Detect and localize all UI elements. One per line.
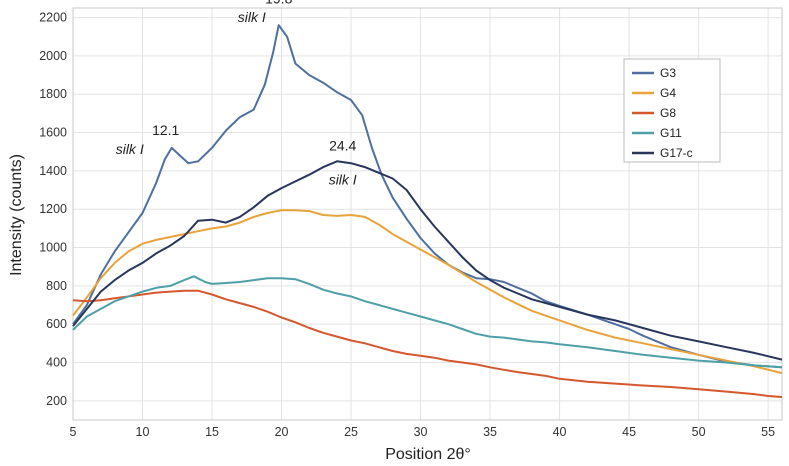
x-tick-label: 15: [205, 425, 219, 439]
plot-frame: [72, 7, 783, 421]
y-tick-label: 800: [46, 279, 67, 293]
x-tick-label: 40: [553, 425, 567, 439]
y-tick-label: 1800: [39, 87, 67, 101]
legend-box: [623, 58, 721, 163]
y-tick-label: 2200: [39, 11, 67, 25]
peak-annotations: 19.8 silk I 12.1 silk I 24.4 silk I: [116, 0, 357, 187]
legend-label: G8: [660, 106, 676, 120]
legend-label: G3: [660, 66, 676, 80]
x-tick-label: 50: [692, 425, 706, 439]
peak-value-label: 24.4: [329, 137, 356, 153]
y-tick-label: 2000: [39, 49, 67, 63]
y-tick-label: 1600: [39, 126, 67, 140]
x-tick-label: 10: [136, 425, 150, 439]
legend-label: G17-c: [660, 146, 693, 160]
y-tick-label: 1400: [39, 164, 67, 178]
x-tick-label: 30: [414, 425, 428, 439]
peak-value-label: 12.1: [152, 122, 179, 138]
peak-value-label: 19.8: [265, 0, 292, 6]
series-line-g11: [72, 275, 783, 369]
peak-phase-label: silk I: [329, 171, 357, 187]
series-line-g17-c: [72, 160, 783, 361]
x-tick-label: 20: [275, 425, 289, 439]
y-tick-label: 1200: [39, 202, 67, 216]
series-lines: [72, 24, 783, 398]
x-tick-label: 35: [483, 425, 497, 439]
x-axis-title: Position 2θ°: [385, 446, 471, 463]
x-tick-label: 25: [344, 425, 358, 439]
y-tick-label: 200: [46, 394, 67, 408]
series-line-g8: [72, 289, 783, 398]
y-tick-label: 1000: [39, 241, 67, 255]
series-line-g4: [72, 209, 783, 375]
y-axis-title: Intensity (counts): [8, 154, 25, 276]
series-line-g3: [72, 24, 783, 369]
x-tick-label: 5: [70, 425, 77, 439]
axes: 5 10 15 20 25 30 35 40 45 50 55 200 400 600 800 1000 120…: [39, 7, 783, 439]
legend: G3 G4 G8 G11 G17-c: [623, 58, 721, 163]
x-tick-label: 55: [761, 425, 775, 439]
legend-label: G11: [660, 126, 682, 140]
x-tick-label: 45: [622, 425, 636, 439]
peak-phase-label: silk I: [238, 9, 266, 25]
y-tick-label: 600: [46, 317, 67, 331]
peak-phase-label: silk I: [116, 141, 144, 157]
y-tick-label: 400: [46, 356, 67, 370]
legend-label: G4: [660, 86, 676, 100]
